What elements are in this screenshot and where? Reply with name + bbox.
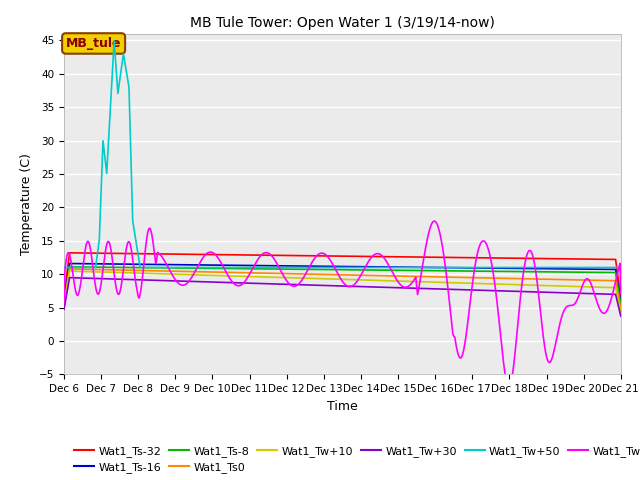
X-axis label: Time: Time	[327, 400, 358, 413]
Y-axis label: Temperature (C): Temperature (C)	[20, 153, 33, 255]
Legend: Wat1_Ts-32, Wat1_Ts-16, Wat1_Ts-8, Wat1_Ts0, Wat1_Tw+10, Wat1_Tw+30, Wat1_Tw+50,: Wat1_Ts-32, Wat1_Ts-16, Wat1_Ts-8, Wat1_…	[70, 441, 640, 478]
Title: MB Tule Tower: Open Water 1 (3/19/14-now): MB Tule Tower: Open Water 1 (3/19/14-now…	[190, 16, 495, 30]
Text: MB_tule: MB_tule	[66, 37, 122, 50]
